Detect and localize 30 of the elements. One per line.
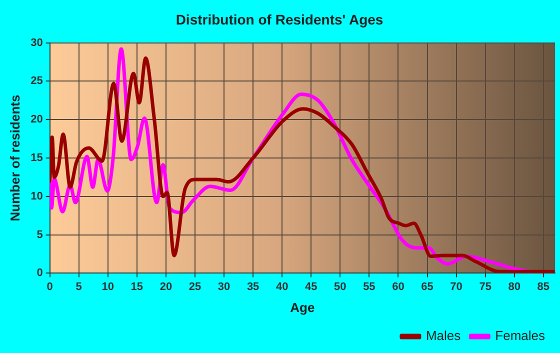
x-tick-label: 15 (130, 280, 144, 293)
legend-label: Males (426, 328, 462, 344)
x-tick-label: 45 (305, 280, 318, 293)
x-tick-label: 20 (160, 280, 172, 293)
y-tick-label: 15 (30, 152, 43, 164)
x-tick-label: 35 (246, 280, 260, 293)
y-tick-label: 20 (30, 114, 43, 126)
y-tick-label: 25 (30, 75, 43, 88)
y-tick-label: 10 (30, 190, 43, 202)
x-tick-label: 50 (334, 280, 346, 293)
y-tick-label: 5 (36, 228, 43, 241)
x-tick-label: 85 (537, 280, 550, 293)
x-axis-title: Age (290, 300, 315, 315)
x-tick-label: 25 (188, 280, 202, 293)
x-tick-label: 65 (421, 280, 434, 293)
x-tick-label: 80 (508, 280, 520, 293)
y-tick-label: 30 (30, 36, 43, 49)
x-tick-label: 40 (276, 280, 288, 293)
x-tick-label: 5 (76, 280, 82, 293)
x-tick-label: 10 (102, 280, 114, 293)
y-axis-title: Number of residents (7, 94, 22, 222)
x-tick-label: 0 (46, 280, 53, 293)
x-tick-label: 75 (479, 280, 492, 293)
x-tick-label: 60 (392, 280, 404, 293)
chart-title: Distribution of Residents' Ages (176, 11, 384, 28)
legend-label: Females (495, 328, 546, 344)
x-tick-label: 70 (450, 280, 462, 293)
x-tick-label: 55 (363, 280, 376, 293)
x-tick-label: 30 (218, 280, 230, 293)
y-tick-label: 0 (36, 267, 43, 280)
